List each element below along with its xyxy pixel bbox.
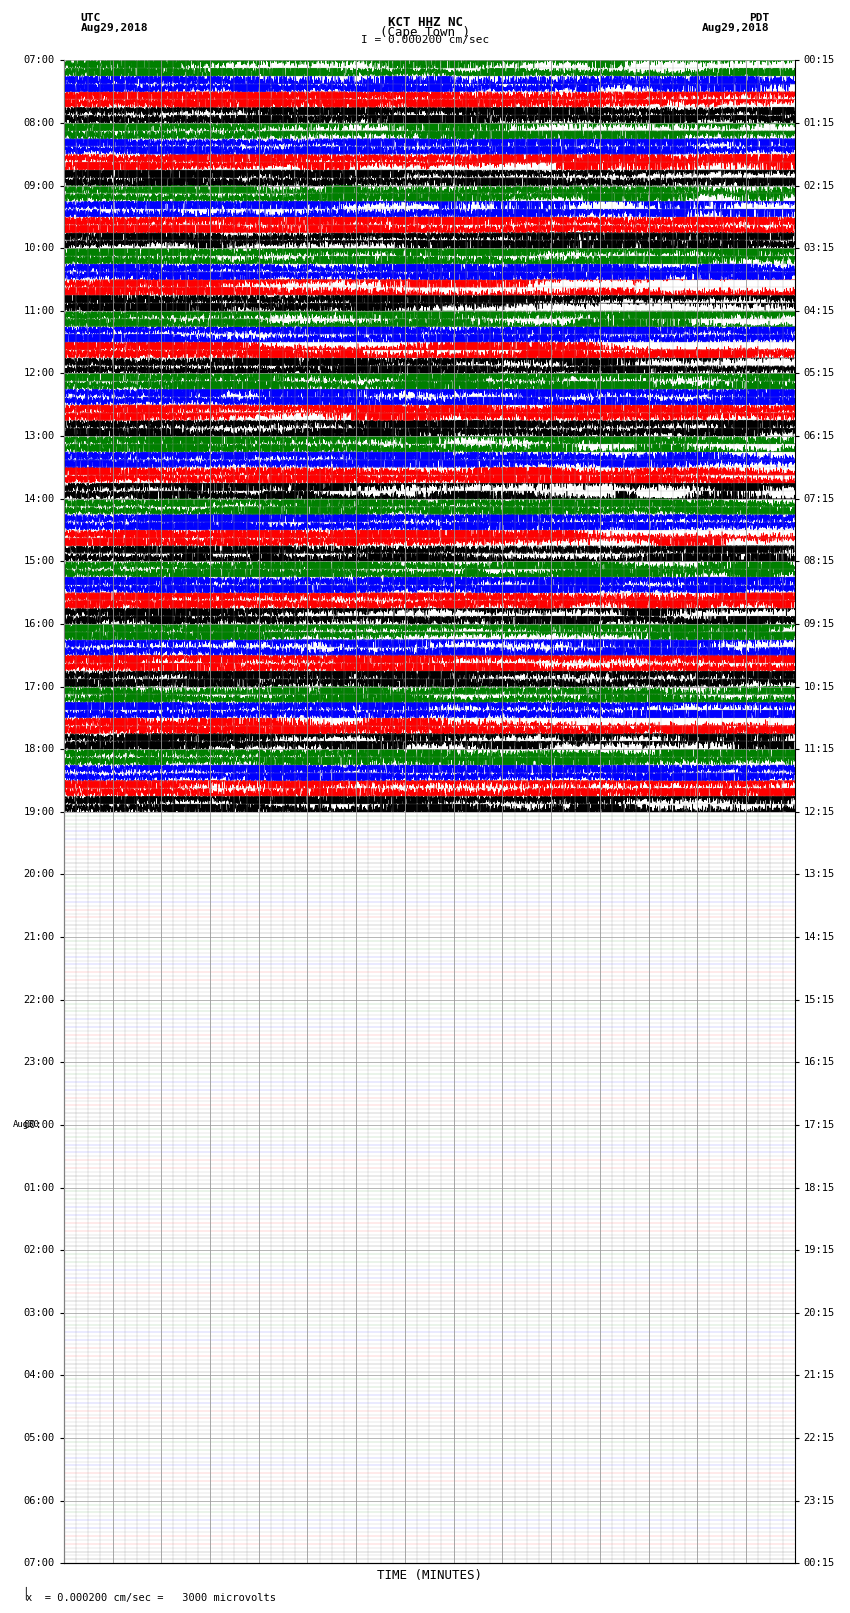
Text: (Cape Town ): (Cape Town ) (380, 26, 470, 39)
Text: KCT HHZ NC: KCT HHZ NC (388, 16, 462, 29)
Text: PDT: PDT (749, 13, 769, 23)
X-axis label: TIME (MINUTES): TIME (MINUTES) (377, 1569, 482, 1582)
Text: Aug29,2018: Aug29,2018 (81, 23, 148, 32)
Text: UTC: UTC (81, 13, 101, 23)
Text: │: │ (22, 1587, 29, 1600)
Text: Aug30: Aug30 (13, 1121, 39, 1129)
Text: x  = 0.000200 cm/sec =   3000 microvolts: x = 0.000200 cm/sec = 3000 microvolts (26, 1594, 275, 1603)
Text: Aug29,2018: Aug29,2018 (702, 23, 769, 32)
Text: I = 0.000200 cm/sec: I = 0.000200 cm/sec (361, 35, 489, 45)
